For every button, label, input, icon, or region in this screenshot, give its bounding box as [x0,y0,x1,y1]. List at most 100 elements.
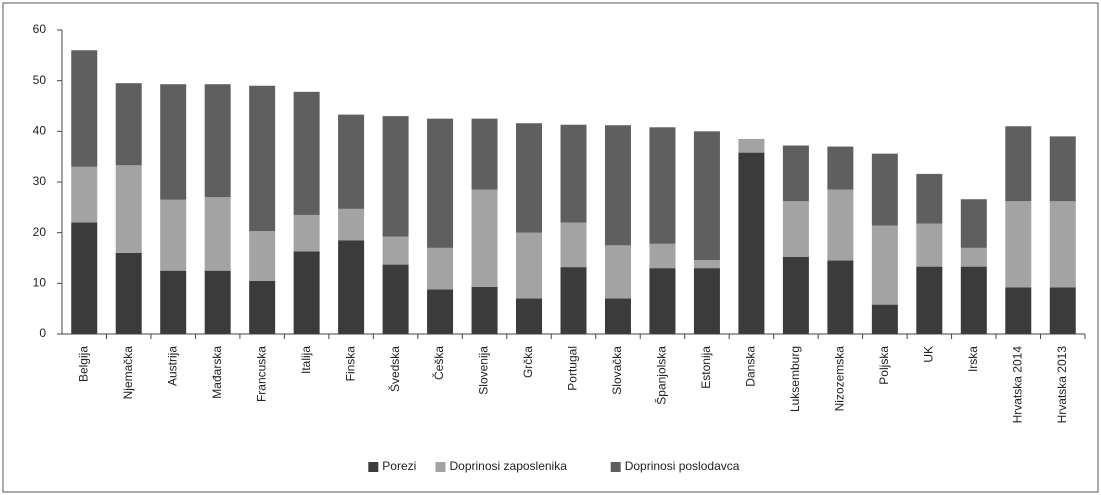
bar-segment [693,268,720,334]
bar-segment [782,256,809,334]
x-tick-label: Finska [343,346,357,382]
bar-segment [738,138,765,153]
bar-segment [160,270,187,334]
y-tick-label: 10 [33,276,47,290]
bar-segment [693,260,720,269]
bar-segment [293,251,320,334]
legend-label: Porezi [382,459,416,473]
bar-segment [160,84,187,200]
x-tick-label: Irska [966,346,980,372]
bar-segment [115,83,142,166]
bar-segment [71,222,98,334]
bar-segment [1005,126,1032,202]
x-tick-label: Španjolska [654,346,669,405]
bar-segment [1049,287,1076,334]
bar-segment [1049,136,1076,202]
y-tick-label: 60 [33,22,47,36]
bar-segment [604,245,631,299]
legend-swatch [435,462,446,472]
y-tick-label: 30 [33,174,47,188]
bar-segment [382,264,409,334]
bar-segment [516,298,543,334]
bar-segment [338,114,365,209]
x-tick-label: Hrvatska 2014 [1010,346,1024,424]
bar-segment [827,260,854,334]
bar-segment [827,189,854,261]
bar-segment [782,145,809,202]
bar-segment [204,270,231,334]
bar-segment [427,118,454,248]
x-tick-label: Belgija [76,346,90,382]
bar-segment [827,146,854,190]
bar-segment [249,231,276,281]
legend-swatch [610,462,621,472]
bar-segment [516,123,543,233]
bar-segment [916,266,943,334]
x-tick-label: UK [921,346,935,363]
bar-segment [738,152,765,334]
bar-segment [293,214,320,252]
bar-segment [115,165,142,253]
x-tick-label: Nizozemska [833,346,847,412]
bar-segment [382,236,409,265]
y-tick-label: 0 [39,326,46,340]
bar-segment [916,173,943,224]
bar-segment [249,85,276,232]
bar-segment [960,247,987,267]
bar-segment [338,240,365,334]
x-tick-label: Švedska [387,346,402,392]
bar-segment [71,50,98,167]
bar-segment [604,298,631,334]
bar-segment [560,124,587,223]
bar-segment [871,304,898,334]
bar-segment [471,286,498,334]
x-tick-label: Italija [299,346,313,374]
legend-label: Doprinosi zaposlenika [450,459,568,473]
bar-segment [427,289,454,334]
y-tick-label: 20 [33,225,47,239]
legend-swatch [368,462,379,472]
x-tick-label: Njemačka [121,346,135,400]
bar-segment [960,266,987,334]
x-tick-label: Hrvatska 2013 [1055,346,1069,424]
y-tick-label: 40 [33,124,47,138]
bar-segment [871,153,898,226]
bar-segment [960,199,987,248]
x-tick-label: Slovačka [610,346,624,395]
bar-segment [71,166,98,223]
x-tick-label: Mađarska [210,346,224,399]
bar-segment [382,116,409,237]
bar-segment [115,252,142,334]
bar-segment [204,197,231,271]
bar-segment [338,208,365,241]
x-tick-label: Slovenija [477,346,491,395]
bar-segment [471,189,498,287]
x-tick-label: Francuska [254,346,268,402]
bar-segment [249,280,276,334]
bar-segment [649,127,676,244]
bar-segment [427,247,454,290]
bar-segment [649,268,676,334]
x-tick-label: Austrija [165,346,179,386]
x-tick-label: Danska [744,346,758,387]
bar-segment [916,223,943,267]
bar-segment [1049,201,1076,288]
bar-segment [1005,201,1032,288]
x-tick-label: Grčka [521,346,535,378]
bar-segment [871,225,898,305]
bar-segment [1005,287,1032,334]
bar-segment [693,131,720,261]
x-tick-label: Portugal [566,346,580,391]
bar-segment [516,232,543,299]
bar-segment [560,267,587,334]
x-tick-label: Češka [431,346,446,380]
bar-segment [604,125,631,246]
bar-segment [293,91,320,215]
bar-segment [649,243,676,269]
x-tick-label: Poljska [877,346,891,385]
x-tick-label: Estonija [699,346,713,389]
bar-segment [782,201,809,257]
bar-segment [160,199,187,271]
x-tick-label: Luksemburg [788,346,802,412]
